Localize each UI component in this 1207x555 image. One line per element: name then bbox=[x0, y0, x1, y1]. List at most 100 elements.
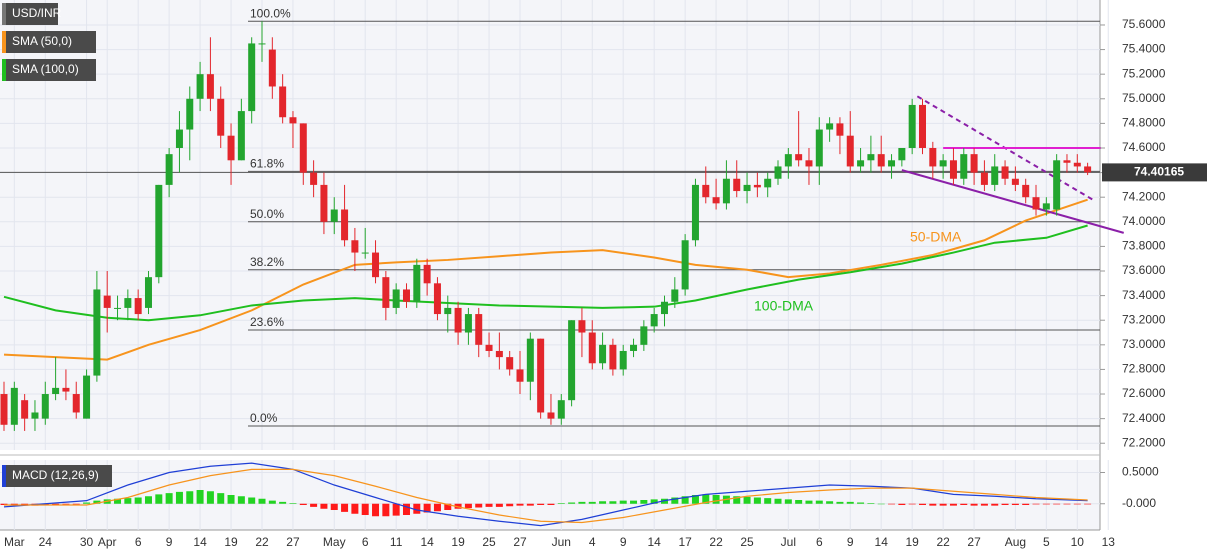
histogram-bar bbox=[237, 496, 245, 504]
candle-body bbox=[62, 387, 70, 392]
x-tick-label: Jun bbox=[552, 535, 571, 549]
x-tick-label: 13 bbox=[1102, 535, 1116, 549]
candle-body bbox=[382, 277, 390, 308]
x-tick-label: 9 bbox=[620, 535, 627, 549]
histogram-bar bbox=[1001, 503, 1009, 505]
histogram-bar bbox=[114, 498, 122, 504]
x-tick-label: 14 bbox=[647, 535, 661, 549]
candle-body bbox=[485, 344, 493, 351]
candle-body bbox=[52, 387, 60, 395]
histogram-bar bbox=[588, 501, 596, 504]
histogram-bar bbox=[72, 503, 80, 505]
histogram-bar bbox=[83, 502, 91, 504]
histogram-bar bbox=[557, 503, 565, 504]
macd-line bbox=[4, 468, 1088, 524]
x-tick-label: 22 bbox=[255, 535, 269, 549]
legend: USD/INR SMA (50,0) SMA (100,0) MACD (12,26,… bbox=[2, 3, 112, 487]
candle-body bbox=[175, 129, 183, 148]
histogram-bar bbox=[526, 503, 534, 506]
histogram-bar bbox=[516, 503, 524, 506]
y-tick-label: 75.4000 bbox=[1122, 42, 1166, 56]
histogram-bar bbox=[310, 503, 318, 507]
candle-body bbox=[134, 298, 142, 315]
histogram-bar bbox=[898, 503, 906, 505]
candle-body bbox=[764, 178, 772, 188]
candle-body bbox=[743, 184, 751, 192]
candle-body bbox=[114, 307, 122, 309]
histogram-bar bbox=[846, 501, 854, 504]
fib-label: 38.2% bbox=[250, 255, 284, 269]
candle-body bbox=[815, 129, 823, 167]
candle-body bbox=[877, 154, 885, 167]
candle-body bbox=[506, 357, 514, 370]
histogram-bar bbox=[1073, 503, 1081, 505]
histogram-bar bbox=[186, 491, 194, 504]
candle-body bbox=[733, 178, 741, 192]
histogram-bar bbox=[609, 501, 617, 504]
candle-body bbox=[918, 104, 926, 148]
y-tick-label: 73.0000 bbox=[1122, 337, 1166, 351]
x-tick-label: 27 bbox=[967, 535, 981, 549]
histogram-bar bbox=[702, 494, 710, 504]
candle-body bbox=[774, 166, 782, 179]
y-tick-label: 73.2000 bbox=[1122, 312, 1166, 326]
x-tick-label: Jul bbox=[781, 535, 796, 549]
y-tick-label: 75.0000 bbox=[1122, 91, 1166, 105]
histogram-bar bbox=[330, 503, 338, 510]
histogram-bar bbox=[640, 500, 648, 504]
candle-body bbox=[640, 326, 648, 345]
candle-body bbox=[826, 123, 834, 130]
candle-body bbox=[124, 298, 132, 308]
candle-body bbox=[588, 332, 596, 364]
histogram-bar bbox=[144, 496, 152, 504]
candle-body bbox=[753, 184, 761, 188]
y-tick-label: 73.6000 bbox=[1122, 263, 1166, 277]
x-tick-label: 17 bbox=[678, 535, 692, 549]
candle-body bbox=[846, 135, 854, 167]
candle-body bbox=[206, 74, 214, 99]
histogram-bar bbox=[691, 495, 699, 504]
candle-body bbox=[568, 320, 576, 401]
candle-body bbox=[186, 98, 194, 130]
candle-body bbox=[949, 160, 957, 179]
histogram-bar bbox=[1022, 503, 1030, 505]
histogram-bar bbox=[1011, 503, 1019, 505]
candle-body bbox=[578, 320, 586, 333]
candle-body bbox=[991, 166, 999, 185]
histogram-bar bbox=[784, 499, 792, 504]
x-tick-label: 24 bbox=[39, 535, 53, 549]
histogram-bar bbox=[227, 495, 235, 504]
histogram-bar bbox=[175, 491, 183, 504]
legend-box bbox=[2, 59, 96, 81]
histogram-bar bbox=[165, 493, 173, 504]
legend-label: USD/INR bbox=[12, 6, 62, 20]
candle-body bbox=[1053, 160, 1061, 210]
candle-body bbox=[1073, 162, 1081, 167]
histogram-bar bbox=[650, 499, 658, 504]
x-tick-label: 9 bbox=[166, 535, 173, 549]
histogram-bar bbox=[991, 503, 999, 506]
plot: 100.0% 61.8% 50.0% 38.2% 23.6% 0.0% 50-DMA 100-… bbox=[0, 6, 1125, 527]
candle-body bbox=[0, 394, 8, 425]
histogram-bar bbox=[52, 503, 60, 505]
x-tick-label: 6 bbox=[135, 535, 142, 549]
histogram-bar bbox=[980, 503, 988, 506]
y-tick-label: 75.6000 bbox=[1122, 17, 1166, 31]
candle-body bbox=[351, 240, 359, 253]
candle-body bbox=[423, 264, 431, 284]
x-tick-label: 19 bbox=[224, 535, 238, 549]
y-tick-label: 72.2000 bbox=[1122, 435, 1166, 449]
candle-body bbox=[836, 123, 844, 136]
legend-box bbox=[2, 3, 58, 25]
candle-body bbox=[444, 307, 452, 315]
candle-body bbox=[929, 147, 937, 167]
histogram-bar bbox=[351, 503, 359, 514]
histogram-bar bbox=[753, 497, 761, 504]
annotation: 50-DMA bbox=[910, 229, 962, 245]
histogram-bar bbox=[1042, 503, 1050, 505]
candle-body bbox=[31, 412, 39, 419]
candle-body bbox=[495, 350, 503, 358]
candle-body bbox=[433, 283, 441, 315]
candle-body bbox=[83, 375, 91, 419]
x-tick-label: Aug bbox=[1005, 535, 1026, 549]
